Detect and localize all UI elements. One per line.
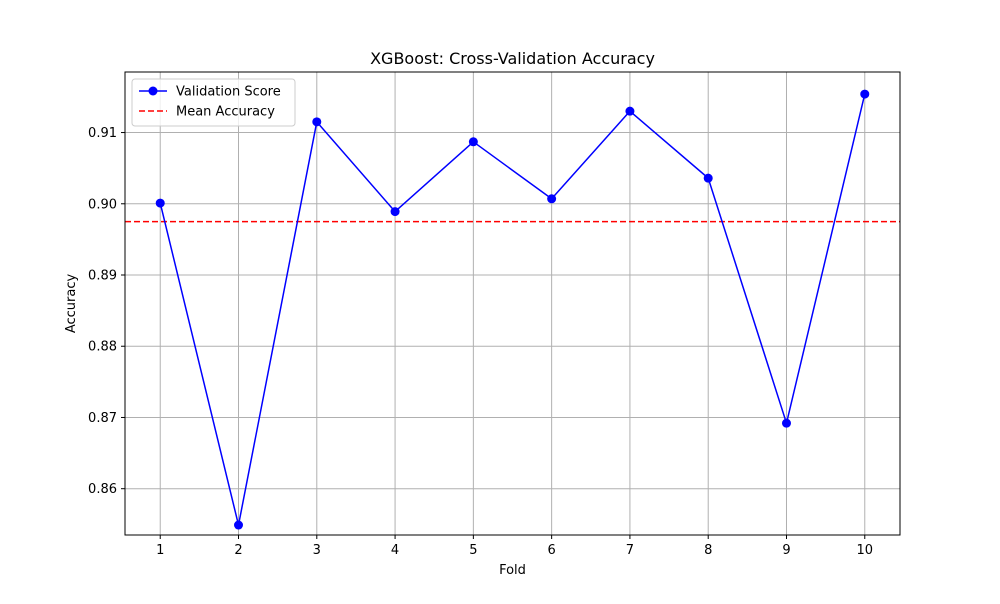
x-tick-label: 1: [156, 543, 164, 558]
x-tick-label: 8: [704, 543, 712, 558]
legend: Validation Score Mean Accuracy: [131, 78, 296, 127]
y-tick-label: 0.90: [88, 197, 117, 212]
validation-score-point: [625, 106, 635, 116]
y-tick-label: 0.91: [88, 126, 117, 141]
y-tick-label: 0.88: [88, 340, 117, 355]
validation-score-line: [159, 93, 866, 526]
x-tick-label: 3: [313, 543, 321, 558]
plot-area: [125, 72, 900, 535]
validation-score-point: [390, 207, 400, 217]
validation-score-point: [703, 173, 713, 183]
chart-title: XGBoost: Cross-Validation Accuracy: [370, 49, 655, 68]
x-tick-label: 5: [469, 543, 477, 558]
data-series: [155, 89, 870, 530]
y-tick-label: 0.87: [88, 411, 117, 426]
x-axis-label: Fold: [499, 563, 526, 578]
x-tick-label: 6: [548, 543, 556, 558]
validation-score-point: [547, 194, 557, 204]
y-tick-label: 0.86: [88, 482, 117, 497]
validation-score-point: [234, 520, 244, 530]
x-axis-ticks: 1 2 3 4 5 6 7 8 9 10: [156, 535, 873, 558]
x-tick-label: 4: [391, 543, 399, 558]
x-tick-label: 2: [234, 543, 242, 558]
legend-label-validation-score: Validation Score: [176, 85, 281, 100]
validation-score-point: [155, 198, 165, 208]
validation-score-point: [781, 418, 791, 428]
plot-frame: [124, 71, 901, 536]
validation-score-point: [312, 117, 322, 127]
y-axis-ticks: 0.86 0.87 0.88 0.89 0.90 0.91: [88, 126, 125, 497]
y-tick-label: 0.89: [88, 269, 117, 284]
x-tick-label: 9: [782, 543, 790, 558]
legend-box: [131, 78, 296, 127]
validation-score-point: [860, 89, 870, 99]
legend-marker-validation-score: [148, 86, 158, 96]
x-tick-label: 7: [626, 543, 634, 558]
x-tick-label: 10: [856, 543, 873, 558]
y-axis-label: Accuracy: [64, 274, 79, 334]
grid-lines: [125, 72, 900, 535]
validation-score-point: [468, 137, 478, 147]
legend-label-mean-accuracy: Mean Accuracy: [176, 105, 275, 120]
